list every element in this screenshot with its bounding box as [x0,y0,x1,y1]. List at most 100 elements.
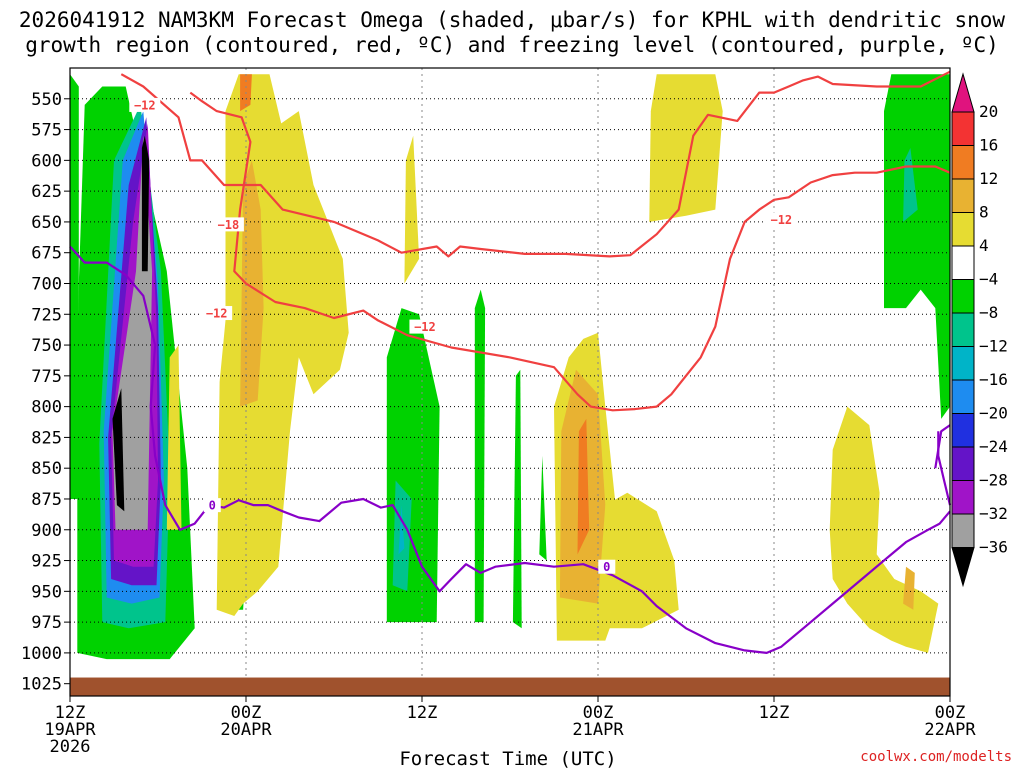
omega-region-12 [398,505,405,555]
contour-label-bg-5 [203,498,221,513]
y-tick-label-875: 875 [31,490,62,510]
contour-label-bg-4 [765,212,797,227]
omega-region-13 [474,289,486,623]
colorbar-bin-11 [951,446,975,481]
omega-region-27 [903,566,915,610]
y-tick-label-800: 800 [31,398,62,418]
contour-line-4 [937,431,952,506]
contour-label-bg-3 [409,319,441,334]
omega-region-25 [649,74,723,222]
omega-shading [70,74,950,660]
y-tick-label-700: 700 [31,274,62,294]
omega-region-16 [884,74,950,419]
colorbar-bin-7 [951,312,975,347]
x-axis-label: Forecast Time (UTC) [399,748,616,768]
y-tick-label-775: 775 [31,367,62,387]
x-tick-label-12-0: 00Z [231,703,262,723]
contour-label-3: −12 [414,320,436,334]
colorbar-label-0: 20 [979,102,998,121]
omega-region-6 [112,388,125,512]
contour-label-bg-6 [598,559,616,574]
contour-label-bg-2 [201,306,233,321]
plot-background [70,68,950,696]
contour-label-2: −12 [206,307,228,321]
colorbar-label-2: 12 [979,169,998,188]
colorbar-label-10: −24 [979,437,1008,456]
contour-line-2 [69,245,951,654]
y-tick-label-675: 675 [31,244,62,264]
y-tick-label-925: 925 [31,552,62,572]
colorbar-label-5: −4 [979,270,998,289]
y-tick-label-600: 600 [31,151,62,171]
contour-label-0: −12 [134,98,156,112]
x-tick-label-60-0: 00Z [935,703,966,723]
x-tick-label-12-1: 20APR [220,720,272,740]
colorbar-bin-3 [951,178,975,213]
colorbar-arrow-top [951,72,975,113]
contour-label-4: −12 [770,213,792,227]
y-tick-label-750: 750 [31,336,62,356]
colorbar-label-7: −12 [979,337,1008,356]
contour-label-bg-0 [129,97,161,112]
y-tick-label-900: 900 [31,521,62,541]
colorbar-bin-10 [951,413,975,448]
colorbar-label-4: 4 [979,236,989,255]
y-tick-label-950: 950 [31,582,62,602]
omega-region-23 [577,418,590,555]
x-tick-label-36-1: 21APR [572,720,624,740]
x-tick-label-60-1: 22APR [924,720,976,740]
y-tick-label-625: 625 [31,182,62,202]
colorbar-bin-2 [951,145,975,180]
colorbar-bin-1 [951,111,975,146]
colorbar-label-3: 8 [979,203,989,222]
contour-label-5: 0 [209,499,216,513]
x-tick-label-0-2: 2026 [50,737,91,757]
terrain-fill [70,677,950,696]
colorbar-arrow-bottom [951,547,975,588]
contour-label-bg-1 [212,217,244,232]
colorbar-bin-9 [951,379,975,414]
x-tick-label-0-0: 12Z [55,703,86,723]
colorbar-label-1: 16 [979,136,998,155]
y-axis-ticks: 550 575 600 625 650 675 700 725 750 775 800 825 850 8… [21,90,70,695]
y-tick-label-650: 650 [31,213,62,233]
y-tick-label-1000: 1000 [21,644,62,664]
x-tick-label-36-0: 00Z [583,703,614,723]
colorbar-label-6: −8 [979,303,998,322]
omega-region-7 [141,135,150,272]
colorbar-label-11: −28 [979,471,1008,490]
colorbar-label-12: −32 [979,504,1008,523]
colorbar-bin-13 [951,513,975,548]
omega-region-29 [404,135,420,284]
credit-text: coolwx.com/modelts [860,749,1012,765]
colorbar-bin-4 [951,212,975,247]
y-tick-label-1025: 1025 [21,675,62,695]
chart-title-line-1: 2026041912 NAM3KM Forecast Omega (shaded… [19,8,1006,32]
y-tick-label-825: 825 [31,428,62,448]
contour-label-1: −18 [218,218,240,232]
y-tick-label-725: 725 [31,305,62,325]
x-tick-label-48-0: 12Z [759,703,790,723]
temperature-contours: −12 −18 −12 −12 −12 0 0 [69,70,952,654]
omega-region-8 [70,74,79,499]
contour-line-1 [189,91,951,412]
omega-region-15 [539,455,547,561]
y-tick-label-550: 550 [31,90,62,110]
y-tick-label-575: 575 [31,121,62,141]
colorbar-bin-6 [951,279,975,314]
plot-border [69,67,951,697]
colorbar-label-9: −20 [979,404,1008,423]
colorbar: 20 16 12 8 4 −4 −8 −12 −16 −20 −24 −28 −32 −36 [951,72,1008,588]
contour-line-0 [120,70,951,258]
grid-lines [70,68,950,696]
y-tick-label-850: 850 [31,459,62,479]
colorbar-bin-5 [951,245,975,280]
plot-area: −12 −18 −12 −12 −12 0 0 [69,67,952,697]
colorbar-label-8: −16 [979,370,1008,389]
x-tick-label-24-0: 12Z [407,703,438,723]
colorbar-bin-8 [951,346,975,381]
y-tick-label-975: 975 [31,613,62,633]
colorbar-bin-12 [951,480,975,515]
